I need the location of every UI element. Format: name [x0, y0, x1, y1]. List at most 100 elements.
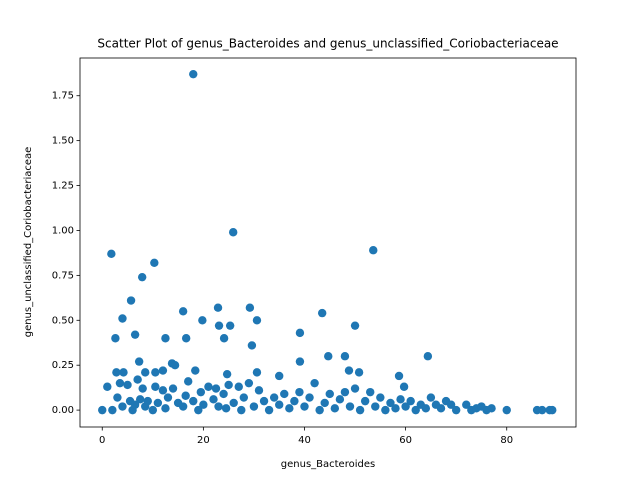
point — [148, 405, 158, 415]
point — [194, 405, 203, 415]
point — [151, 368, 160, 377]
point — [360, 396, 370, 406]
x-tick-label: 0 — [99, 435, 105, 446]
point — [324, 352, 333, 361]
point — [295, 387, 304, 397]
point — [178, 402, 188, 411]
point — [126, 296, 136, 305]
point — [344, 366, 354, 375]
point — [386, 398, 395, 408]
point — [290, 396, 299, 406]
point — [315, 405, 324, 415]
point — [391, 404, 400, 413]
point — [355, 405, 365, 415]
point — [107, 249, 116, 259]
y-tick-label: 1.75 — [52, 91, 74, 102]
y-tick-label: 0.50 — [52, 315, 74, 326]
point — [396, 395, 405, 404]
point — [158, 366, 168, 375]
point — [111, 334, 120, 343]
point — [214, 321, 224, 330]
point — [103, 382, 112, 391]
point — [141, 368, 150, 377]
point — [113, 393, 122, 402]
x-tick-label: 20 — [197, 435, 210, 446]
point — [211, 384, 221, 393]
y-tick-label: 0.75 — [52, 270, 74, 281]
point — [285, 404, 294, 413]
point — [228, 228, 238, 237]
point — [170, 361, 180, 370]
point — [369, 246, 378, 255]
y-tick-label: 1.25 — [52, 181, 74, 192]
x-axis-label: genus_Bacteroides — [281, 459, 375, 470]
point — [161, 334, 170, 343]
point — [213, 303, 223, 312]
point — [320, 398, 329, 408]
point — [135, 395, 145, 404]
point — [138, 384, 147, 393]
x-tick-label: 40 — [298, 435, 311, 446]
point — [462, 400, 471, 409]
point — [537, 405, 547, 415]
point — [221, 404, 231, 413]
point — [446, 400, 456, 409]
point — [168, 384, 178, 393]
point — [317, 308, 327, 318]
point — [183, 377, 193, 386]
point — [426, 393, 436, 402]
point — [214, 402, 223, 411]
point — [366, 387, 375, 397]
point — [151, 382, 160, 391]
point — [244, 378, 254, 388]
point — [376, 393, 385, 402]
point — [181, 334, 191, 343]
point — [234, 382, 243, 391]
point — [275, 371, 284, 381]
point — [300, 402, 309, 411]
point — [158, 386, 168, 395]
point — [163, 393, 173, 402]
point — [229, 398, 238, 408]
point — [354, 368, 364, 377]
point — [371, 402, 380, 411]
point — [350, 384, 360, 393]
point — [137, 272, 147, 282]
point — [487, 404, 496, 413]
chart-title: Scatter Plot of genus_Bacteroides and ge… — [97, 37, 558, 51]
point — [245, 303, 255, 312]
point — [224, 380, 233, 390]
point — [295, 328, 305, 338]
point — [280, 389, 289, 399]
point — [209, 395, 218, 404]
point — [198, 316, 207, 325]
point — [254, 386, 264, 395]
point — [196, 387, 206, 397]
point — [108, 405, 117, 415]
point — [330, 404, 340, 413]
point — [118, 402, 127, 411]
point — [189, 396, 198, 406]
point — [247, 341, 257, 350]
y-tick-label: 0.25 — [52, 360, 74, 371]
point — [259, 396, 269, 406]
point — [401, 402, 410, 411]
point — [436, 404, 446, 413]
point — [153, 398, 163, 408]
x-tick-label: 80 — [500, 435, 513, 446]
point — [399, 382, 409, 391]
point — [199, 400, 208, 409]
point — [252, 316, 262, 325]
point — [451, 405, 461, 415]
point — [123, 380, 132, 390]
point — [191, 366, 200, 375]
y-axis-label: genus_unclassified_Coriobacteriaceae — [23, 147, 34, 338]
point — [150, 258, 159, 268]
point — [143, 396, 152, 406]
point — [219, 334, 229, 343]
point — [130, 330, 140, 339]
point — [423, 352, 433, 361]
point — [98, 405, 107, 415]
